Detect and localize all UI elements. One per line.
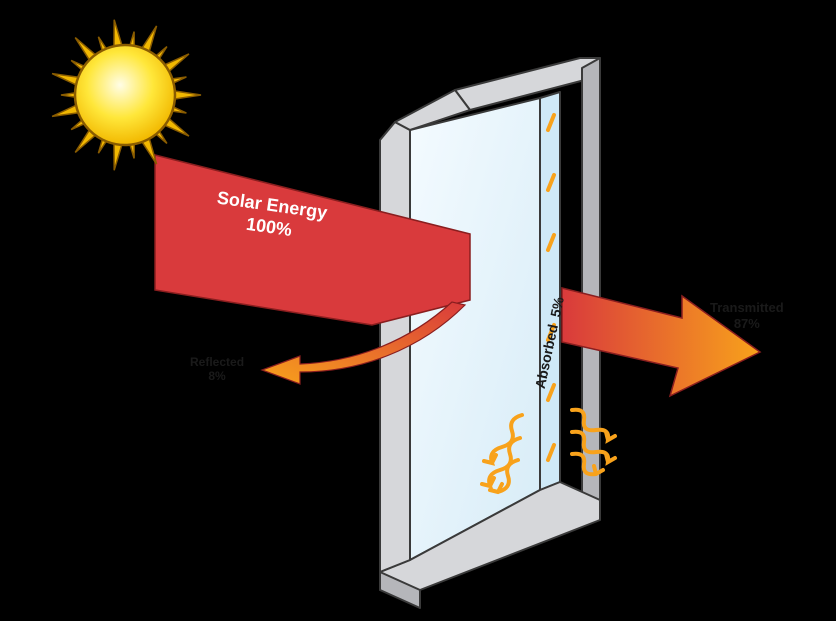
reflected-label-l2: 8% bbox=[190, 369, 244, 383]
transmitted-label-l1: Transmitted bbox=[710, 300, 784, 316]
sun-icon bbox=[52, 20, 201, 170]
transmitted-label-l2: 87% bbox=[710, 316, 784, 332]
transmitted-label: Transmitted 87% bbox=[710, 300, 784, 331]
reflected-label: Reflected 8% bbox=[190, 355, 244, 384]
absorbed-label-value: 5% bbox=[547, 295, 567, 318]
reflected-label-l1: Reflected bbox=[190, 355, 244, 369]
